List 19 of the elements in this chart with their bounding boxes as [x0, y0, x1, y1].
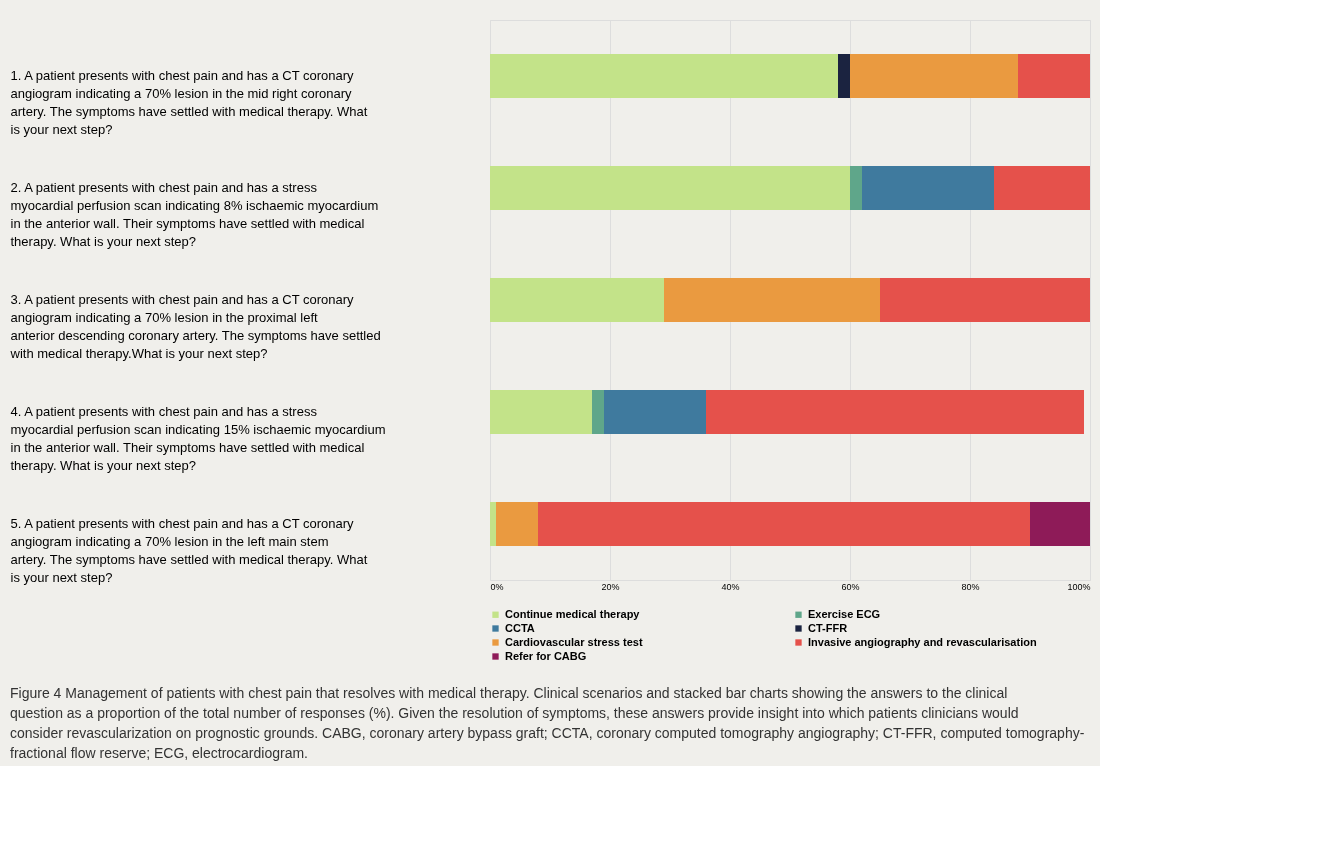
y-tick-label: 4. A patient presents with chest pain and has a stress myocardial perfusion scan indicating 15% ischaemic myocardium in the anterior wall. Their symptoms have settled with medical therapy. What is your next step? — [10, 404, 386, 473]
x-tick-label: 40% — [721, 581, 740, 592]
legend-label: CT-FFR — [808, 621, 848, 634]
x-tick-label: 0% — [490, 581, 504, 592]
x-tick-label: 100% — [1067, 581, 1091, 592]
x-tick-label: 60% — [841, 581, 860, 592]
legend-label: Exercise ECG — [808, 607, 881, 620]
legend-label: Continue medical therapy — [505, 607, 641, 620]
y-tick-label: 2. A patient presents with chest pain and has a stress myocardial perfusion scan indicating 8% ischaemic myocardium in the anterior wall. Their symptoms have settled with medical therapy. What is your next step? — [10, 180, 379, 249]
caption: Figure 4 Management of patients with chest pain that resolves with medical therapy. Clinical scenarios and stacked bar charts showing the answers to the clinical question as a proportion of the total number of responses (%). Given the resolution of symptoms, these answers provide insight into which patients clinicians would consider revascularization on prognostic grounds. CABG, coronary artery bypass graft; CCTA, coronary computed tomography angiography; CT-FFR, computed tomography-fractional flow reserve; ECG, electrocardiogram. — [10, 685, 1085, 761]
legend-label: CCTA — [505, 621, 535, 634]
legend-label: Cardiovascular stress test — [505, 635, 643, 648]
y-tick-label: 3. A patient presents with chest pain and has a CT coronary angiogram indicating a 70% lesion in the proximal left anterior descending coronary artery. The symptoms have settled with medical therapy.What is your next step? — [9, 292, 381, 361]
x-tick-label: 20% — [601, 581, 620, 592]
legend-label: Refer for CABG — [505, 649, 587, 662]
legend-label: Invasive angiography and revascularisation — [808, 635, 1037, 648]
y-tick-label: 5. A patient presents with chest pain and has a CT coronary angiogram indicating a 70% lesion in the left main stem artery. The symptoms have settled with medical therapy. What is your next step? — [10, 516, 368, 585]
y-tick-label: 1. A patient presents with chest pain and has a CT coronary angiogram indicating a 70% lesion in the mid right coronary artery. The symptoms have settled with medical therapy. What is your next step? — [10, 68, 368, 137]
x-tick-label: 80% — [961, 581, 980, 592]
